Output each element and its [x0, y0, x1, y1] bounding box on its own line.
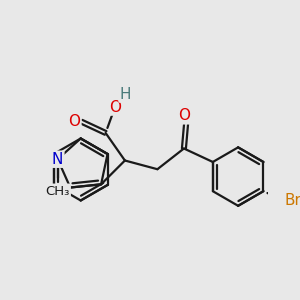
Text: N: N	[52, 152, 63, 167]
Text: CH₃: CH₃	[46, 184, 70, 198]
Text: O: O	[109, 100, 121, 115]
Text: O: O	[68, 114, 80, 129]
Text: Br: Br	[284, 193, 300, 208]
Text: H: H	[120, 87, 131, 102]
Text: O: O	[178, 108, 190, 123]
